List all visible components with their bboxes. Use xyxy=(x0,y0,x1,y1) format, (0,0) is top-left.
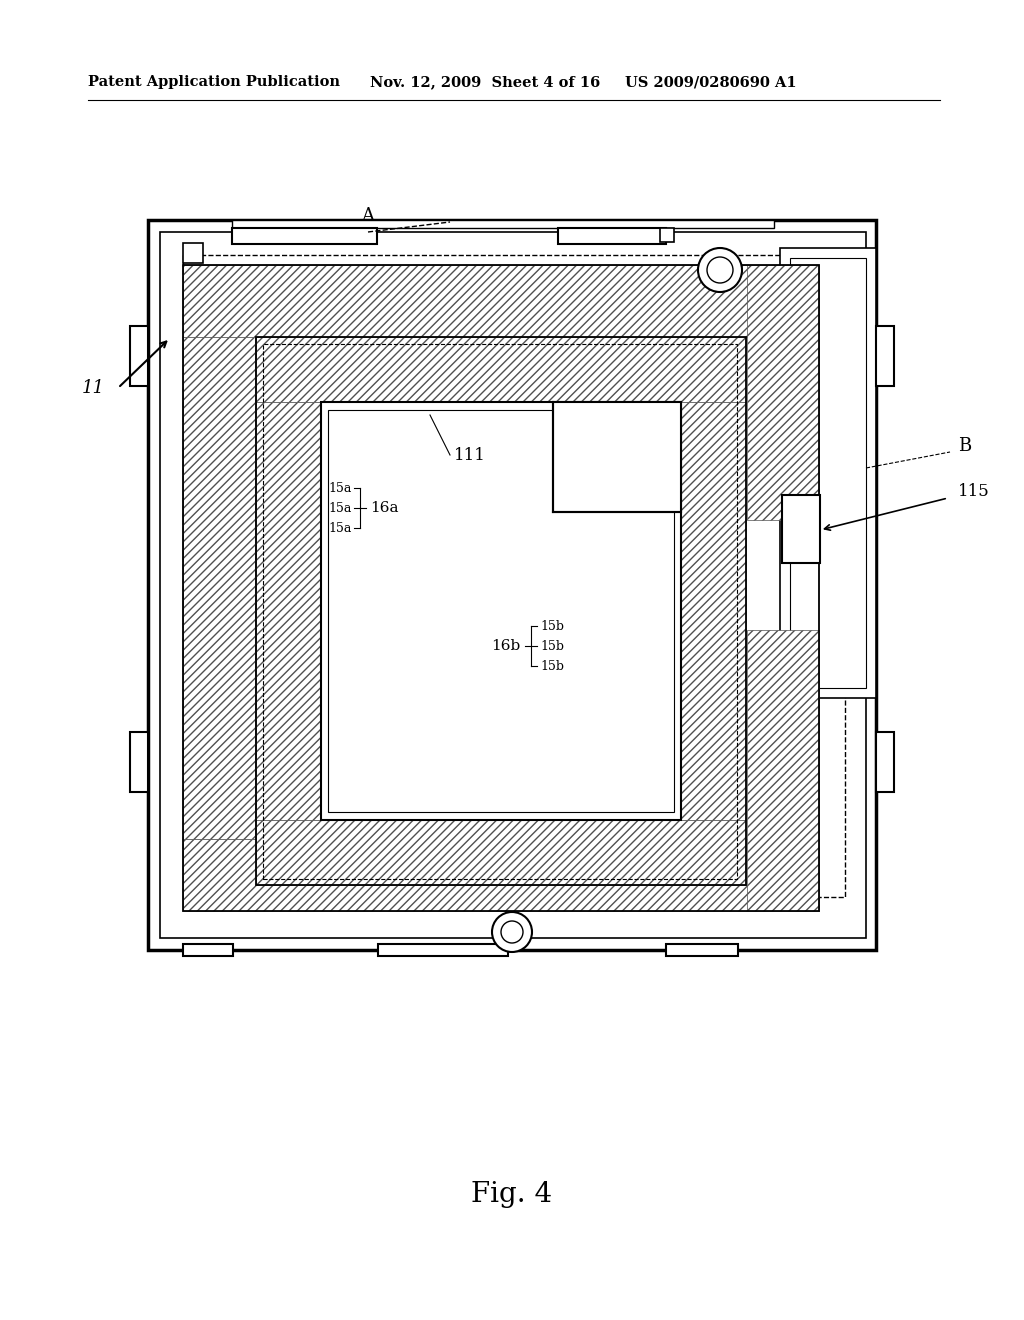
Circle shape xyxy=(707,257,733,282)
Text: Nov. 12, 2009  Sheet 4 of 16: Nov. 12, 2009 Sheet 4 of 16 xyxy=(370,75,600,88)
Bar xyxy=(183,840,819,911)
Bar xyxy=(681,403,746,820)
Circle shape xyxy=(492,912,532,952)
Bar xyxy=(558,228,666,244)
Bar xyxy=(876,326,894,385)
Text: 115: 115 xyxy=(958,483,990,500)
Text: 111: 111 xyxy=(454,446,485,463)
Bar xyxy=(160,232,866,939)
Bar xyxy=(183,944,233,956)
Bar xyxy=(746,265,819,520)
Text: 15a: 15a xyxy=(329,521,352,535)
Bar xyxy=(660,228,674,242)
Bar xyxy=(130,733,148,792)
Bar xyxy=(183,243,203,263)
Bar xyxy=(378,944,508,956)
Bar xyxy=(256,337,746,884)
Bar xyxy=(782,495,820,564)
Bar xyxy=(130,326,148,385)
Bar xyxy=(553,403,681,512)
Bar xyxy=(256,403,321,820)
Bar xyxy=(263,345,737,879)
Bar xyxy=(780,248,876,698)
Bar xyxy=(148,220,876,950)
Text: US 2009/0280690 A1: US 2009/0280690 A1 xyxy=(625,75,797,88)
Text: 15b: 15b xyxy=(540,660,564,672)
Text: B: B xyxy=(958,437,971,455)
Bar xyxy=(183,337,255,840)
Text: Fig. 4: Fig. 4 xyxy=(471,1181,553,1209)
Text: 15b: 15b xyxy=(540,619,564,632)
Text: Patent Application Publication: Patent Application Publication xyxy=(88,75,340,88)
Circle shape xyxy=(698,248,742,292)
Bar xyxy=(876,733,894,792)
Bar xyxy=(321,403,681,820)
Bar xyxy=(790,257,866,688)
Bar xyxy=(256,820,746,884)
Bar xyxy=(328,411,674,812)
Bar xyxy=(746,630,819,911)
Text: 16b: 16b xyxy=(490,639,520,653)
Bar xyxy=(256,337,746,403)
Text: 16a: 16a xyxy=(370,502,398,515)
Text: 11: 11 xyxy=(82,379,105,397)
Bar xyxy=(183,265,819,911)
Text: A: A xyxy=(361,207,375,224)
Text: 15a: 15a xyxy=(329,502,352,515)
Bar xyxy=(666,944,738,956)
Bar xyxy=(183,265,819,337)
Circle shape xyxy=(501,921,523,942)
Text: 15a: 15a xyxy=(329,482,352,495)
Bar xyxy=(183,255,845,898)
Text: 15b: 15b xyxy=(540,639,564,652)
Bar xyxy=(232,220,774,228)
Bar xyxy=(232,228,377,244)
